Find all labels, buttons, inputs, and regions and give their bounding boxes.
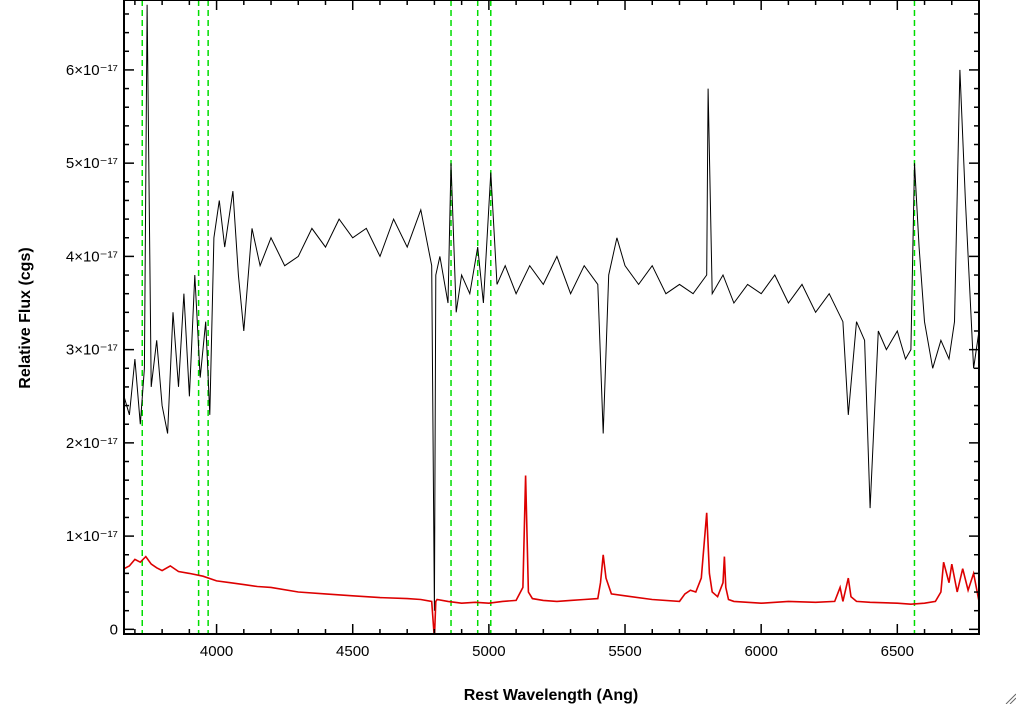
x-tick-label: 6500 bbox=[881, 643, 914, 660]
spectrum-series bbox=[124, 4, 979, 634]
x-tick-label: 6000 bbox=[744, 643, 777, 660]
resize-grip-icon[interactable] bbox=[1004, 692, 1016, 704]
spectrum-line-black bbox=[124, 4, 979, 611]
x-tick-label: 5000 bbox=[472, 643, 505, 660]
x-tick-label: 5500 bbox=[608, 643, 641, 660]
y-axis-title: Relative Flux (cgs) bbox=[17, 247, 34, 388]
y-tick-label: 4×10⁻¹⁷ bbox=[66, 248, 118, 265]
spectrum-line-red bbox=[124, 475, 979, 634]
x-tick-label: 4500 bbox=[336, 643, 369, 660]
y-tick-label: 6×10⁻¹⁷ bbox=[66, 62, 118, 79]
y-tick-labels: 0 1×10⁻¹⁷ 2×10⁻¹⁷ 3×10⁻¹⁷ 4×10⁻¹⁷ 5×10⁻¹⁷ 6×10… bbox=[66, 62, 118, 638]
y-tick-label: 2×10⁻¹⁷ bbox=[66, 435, 118, 452]
reference-lines bbox=[141, 0, 916, 634]
axis-ticks bbox=[124, 0, 980, 634]
y-tick-label: 5×10⁻¹⁷ bbox=[66, 155, 118, 172]
plot-frame bbox=[123, 0, 980, 635]
x-tick-labels: 4000 4500 5000 5500 6000 6500 bbox=[200, 643, 914, 660]
y-tick-label: 3×10⁻¹⁷ bbox=[66, 342, 118, 359]
y-tick-label: 1×10⁻¹⁷ bbox=[66, 528, 118, 545]
x-axis-title: Rest Wavelength (Ang) bbox=[464, 687, 639, 704]
y-tick-label: 0 bbox=[110, 621, 118, 638]
x-tick-label: 4000 bbox=[200, 643, 233, 660]
